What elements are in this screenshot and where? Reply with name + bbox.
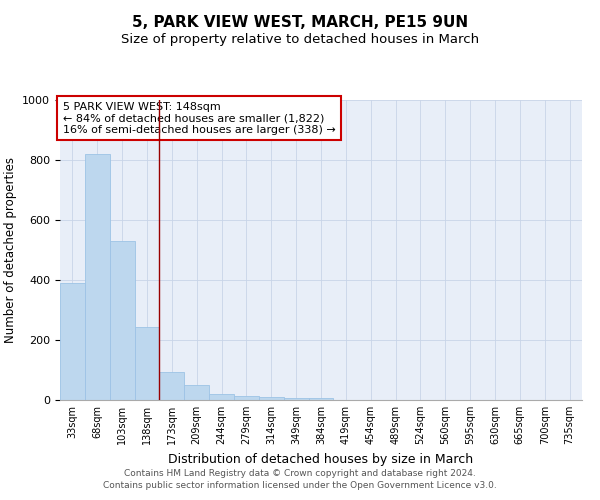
X-axis label: Distribution of detached houses by size in March: Distribution of detached houses by size … — [169, 452, 473, 466]
Text: 5 PARK VIEW WEST: 148sqm
← 84% of detached houses are smaller (1,822)
16% of sem: 5 PARK VIEW WEST: 148sqm ← 84% of detach… — [62, 102, 335, 134]
Bar — [209, 394, 234, 400]
Y-axis label: Number of detached properties: Number of detached properties — [4, 157, 17, 343]
Bar — [259, 397, 284, 400]
Bar — [160, 372, 184, 400]
Bar — [60, 283, 85, 400]
Text: Size of property relative to detached houses in March: Size of property relative to detached ho… — [121, 32, 479, 46]
Text: 5, PARK VIEW WEST, MARCH, PE15 9UN: 5, PARK VIEW WEST, MARCH, PE15 9UN — [132, 15, 468, 30]
Bar — [134, 327, 160, 400]
Bar — [110, 241, 134, 400]
Bar — [284, 398, 308, 400]
Text: Contains HM Land Registry data © Crown copyright and database right 2024.: Contains HM Land Registry data © Crown c… — [124, 468, 476, 477]
Text: Contains public sector information licensed under the Open Government Licence v3: Contains public sector information licen… — [103, 481, 497, 490]
Bar — [184, 385, 209, 400]
Bar — [308, 398, 334, 400]
Bar — [85, 154, 110, 400]
Bar — [234, 396, 259, 400]
